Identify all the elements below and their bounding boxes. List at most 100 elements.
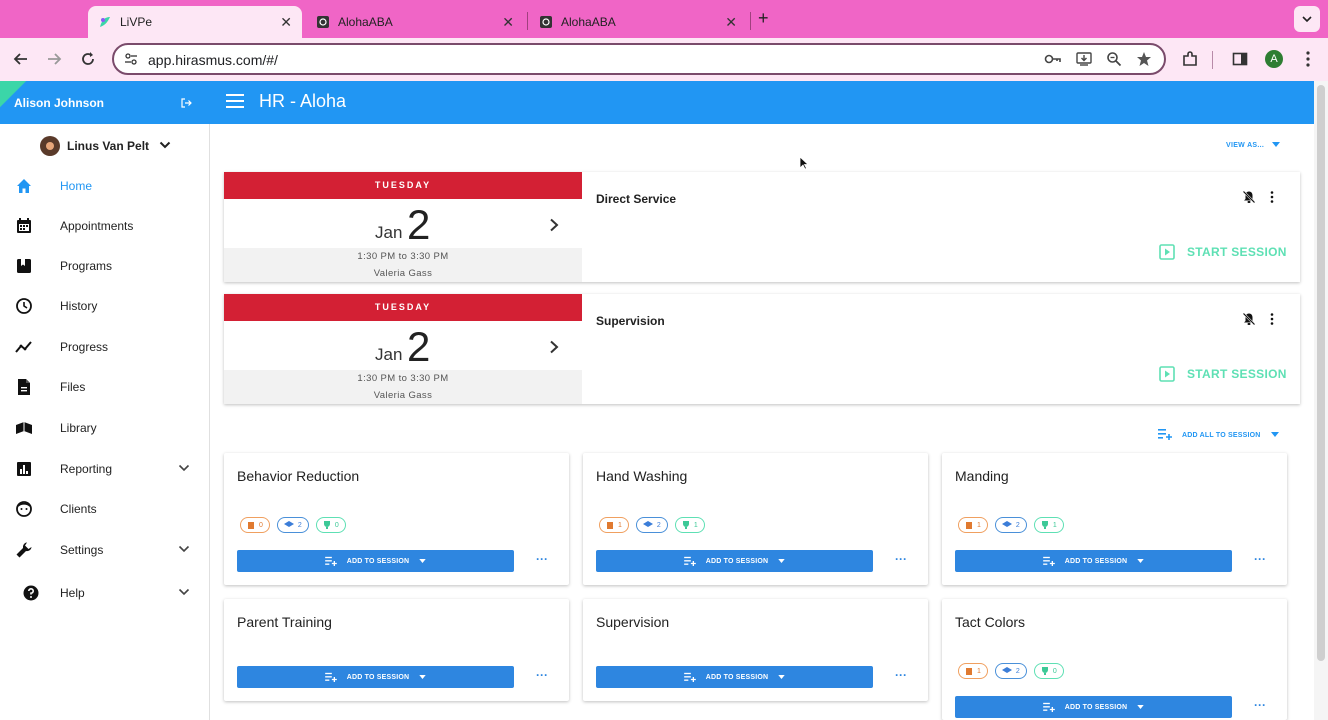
status-badge: 2	[994, 663, 1027, 679]
add-to-session-button[interactable]: ADD TO SESSION	[237, 666, 514, 688]
reload-icon[interactable]	[78, 49, 98, 69]
program-card-parent-training[interactable]: Parent Training ADD TO SESSION ···	[224, 599, 569, 701]
add-to-session-button[interactable]: ADD TO SESSION	[237, 550, 514, 572]
sidebar-item-clients[interactable]: Clients	[0, 491, 209, 527]
more-horiz-icon[interactable]: ···	[536, 668, 548, 682]
close-tab-icon[interactable]: ✕	[502, 13, 514, 30]
close-tab-icon[interactable]: ✕	[280, 13, 292, 30]
sidebar-item-settings[interactable]: Settings	[0, 532, 209, 568]
sidebar-item-programs[interactable]: Programs	[0, 248, 209, 284]
program-title: Parent Training	[237, 614, 332, 630]
program-card-tact-colors[interactable]: Tact Colors 1 2 0 ADD TO SESSION ···	[942, 599, 1287, 720]
library-icon	[14, 418, 34, 438]
add-all-to-session-button[interactable]: ADD ALL TO SESSION	[1158, 428, 1279, 442]
notifications-off-icon[interactable]	[1242, 312, 1256, 331]
more-horiz-icon[interactable]: ···	[895, 668, 907, 682]
password-key-icon[interactable]	[1044, 51, 1062, 72]
sidebar-item-label: Programs	[60, 259, 113, 273]
program-card-hand-washing[interactable]: Hand Washing 1 2 1 ADD TO SESSION ···	[583, 453, 928, 585]
start-session-button[interactable]: START SESSION	[1159, 244, 1287, 260]
sidebar-item-appointments[interactable]: Appointments	[0, 208, 209, 244]
tab-title: LiVPe	[120, 15, 153, 29]
site-info-icon[interactable]	[124, 52, 138, 71]
browser-tab-alohaaba-2[interactable]: AlohaABA ✕	[529, 6, 747, 38]
playlist-add-icon	[1042, 702, 1055, 712]
status-badge: 2	[276, 517, 309, 533]
appointment-date-panel[interactable]: TUESDAY Jan 2 1:30 PM to 3:30 PM Valeria…	[224, 294, 582, 404]
profile-avatar[interactable]: A	[1265, 50, 1283, 68]
playlist-add-icon	[1042, 556, 1055, 566]
playlist-add-icon	[324, 672, 337, 682]
view-as-label: VIEW AS...	[1226, 142, 1265, 149]
status-badge: 1	[958, 517, 988, 533]
program-card-behavior-reduction[interactable]: Behavior Reduction 0 2 0 ADD TO SESSION …	[224, 453, 569, 585]
status-badge: 1	[599, 517, 629, 533]
more-vert-icon[interactable]	[1270, 312, 1274, 330]
sidebar-item-label: History	[60, 299, 98, 313]
scrollbar-thumb[interactable]	[1317, 85, 1325, 661]
address-bar[interactable]: app.hirasmus.com/#/	[112, 43, 1166, 75]
sidebar: Alison Johnson Linus Van Pelt Home Appoi…	[0, 81, 210, 720]
start-session-button[interactable]: START SESSION	[1159, 366, 1287, 382]
appointment-staff: Valeria Gass	[373, 268, 433, 279]
tab-separator	[750, 12, 751, 30]
tab-title: AlohaABA	[338, 15, 393, 29]
hamburger-menu-icon[interactable]	[226, 94, 244, 113]
sidebar-item-reporting[interactable]: Reporting	[0, 451, 209, 487]
add-to-session-label: ADD TO SESSION	[346, 673, 410, 681]
more-horiz-icon[interactable]: ···	[895, 552, 907, 566]
browser-menu-icon[interactable]	[1298, 49, 1318, 69]
sidebar-item-label: Home	[60, 179, 93, 193]
appointment-title: Supervision	[596, 314, 665, 328]
browser-tab-alohaaba-1[interactable]: AlohaABA ✕	[306, 6, 524, 38]
appointment-day: 2	[407, 201, 431, 248]
sidebar-item-home[interactable]: Home	[0, 168, 209, 204]
browser-tab-livpe[interactable]: LiVPe ✕	[88, 6, 302, 38]
view-as-dropdown[interactable]: VIEW AS...	[1226, 142, 1281, 149]
chevron-right-icon[interactable]	[549, 340, 559, 359]
add-to-session-button[interactable]: ADD TO SESSION	[955, 550, 1232, 572]
appointment-date-panel[interactable]: TUESDAY Jan 2 1:30 PM to 3:30 PM Valeria…	[224, 172, 582, 282]
add-to-session-button[interactable]: ADD TO SESSION	[596, 550, 873, 572]
wrench-icon	[14, 540, 34, 560]
new-tab-icon[interactable]: +	[758, 8, 769, 28]
add-to-session-button[interactable]: ADD TO SESSION	[596, 666, 873, 688]
sidebar-item-help[interactable]: Help	[0, 575, 209, 611]
chevron-right-icon[interactable]	[549, 218, 559, 237]
side-panel-icon[interactable]	[1230, 49, 1250, 69]
add-to-session-button[interactable]: ADD TO SESSION	[955, 696, 1232, 718]
sidebar-item-label: Settings	[60, 543, 104, 557]
tab-search-icon[interactable]	[1294, 6, 1320, 32]
appointment-month: Jan	[375, 223, 403, 242]
back-icon[interactable]	[11, 49, 31, 69]
more-horiz-icon[interactable]: ···	[1254, 552, 1266, 566]
mouse-cursor-icon	[799, 156, 810, 175]
logout-icon[interactable]	[180, 96, 192, 114]
zoom-icon[interactable]	[1106, 51, 1122, 72]
add-all-label: ADD ALL TO SESSION	[1182, 431, 1261, 439]
forward-icon[interactable]	[44, 49, 64, 69]
chevron-down-icon	[178, 541, 190, 559]
add-to-session-label: ADD TO SESSION	[705, 673, 769, 681]
program-card-manding[interactable]: Manding 1 2 1 ADD TO SESSION ···	[942, 453, 1287, 585]
notifications-off-icon[interactable]	[1242, 190, 1256, 209]
more-horiz-icon[interactable]: ···	[536, 552, 548, 566]
sidebar-item-library[interactable]: Library	[0, 410, 209, 446]
sidebar-item-files[interactable]: Files	[0, 369, 209, 405]
trending-icon	[14, 337, 34, 357]
client-selector[interactable]: Linus Van Pelt	[40, 136, 171, 156]
more-vert-icon[interactable]	[1270, 190, 1274, 208]
more-horiz-icon[interactable]: ···	[1254, 698, 1266, 712]
add-to-session-label: ADD TO SESSION	[346, 557, 410, 565]
sidebar-item-history[interactable]: History	[0, 288, 209, 324]
extensions-icon[interactable]	[1180, 49, 1200, 69]
sidebar-item-progress[interactable]: Progress	[0, 329, 209, 365]
close-tab-icon[interactable]: ✕	[725, 13, 737, 30]
chart-icon	[14, 459, 34, 479]
install-app-icon[interactable]	[1076, 51, 1092, 72]
caret-down-icon	[419, 559, 426, 563]
chevron-down-icon	[178, 584, 190, 602]
scrollbar[interactable]	[1314, 81, 1328, 720]
bookmark-star-icon[interactable]	[1136, 51, 1152, 72]
program-card-supervision[interactable]: Supervision ADD TO SESSION ···	[583, 599, 928, 701]
